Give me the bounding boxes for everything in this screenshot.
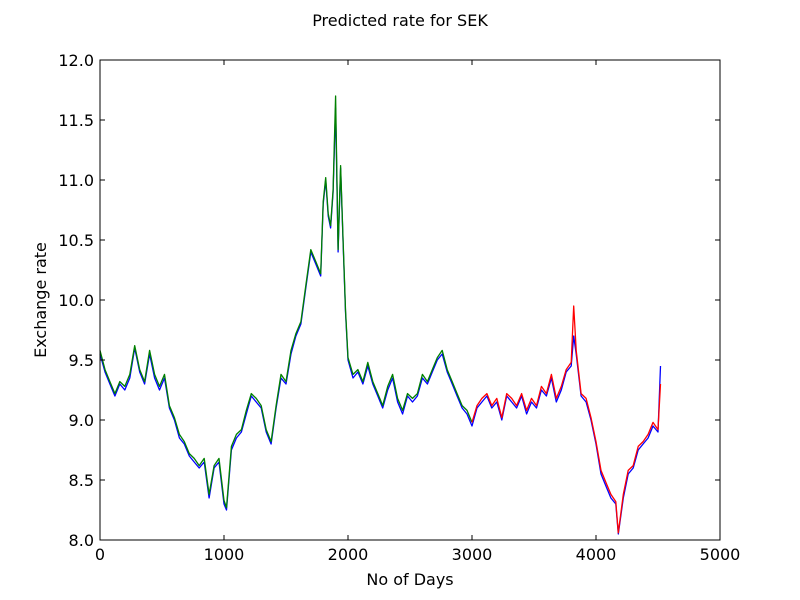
- chart-title: Predicted rate for SEK: [312, 11, 488, 30]
- x-tick-label: 3000: [452, 545, 493, 564]
- y-axis: 8.0 8.5 9.0 9.5 10.0 10.5 11.0 11.5 12.0: [58, 51, 720, 550]
- series-layer: [99, 95, 662, 535]
- y-tick-label: 8.5: [69, 471, 94, 490]
- y-tick-label: 10.0: [58, 291, 94, 310]
- y-tick-label: 10.5: [58, 231, 94, 250]
- y-tick-label: 11.5: [58, 111, 94, 130]
- x-tick-label: 5000: [700, 545, 741, 564]
- y-tick-label: 12.0: [58, 51, 94, 70]
- y-tick-label: 9.0: [69, 411, 94, 430]
- x-axis: 0 1000 2000 3000 4000 5000: [95, 60, 740, 564]
- x-tick-label: 1000: [204, 545, 245, 564]
- series-line-2: [471, 305, 662, 534]
- y-tick-label: 9.5: [69, 351, 94, 370]
- y-axis-label: Exchange rate: [31, 242, 50, 358]
- x-axis-label: No of Days: [366, 570, 453, 589]
- series-line-0: [99, 107, 662, 535]
- y-tick-label: 11.0: [58, 171, 94, 190]
- y-tick-label: 8.0: [69, 531, 94, 550]
- series-line-1: [99, 95, 473, 509]
- x-tick-label: 0: [95, 545, 105, 564]
- x-tick-label: 4000: [576, 545, 617, 564]
- x-tick-label: 2000: [328, 545, 369, 564]
